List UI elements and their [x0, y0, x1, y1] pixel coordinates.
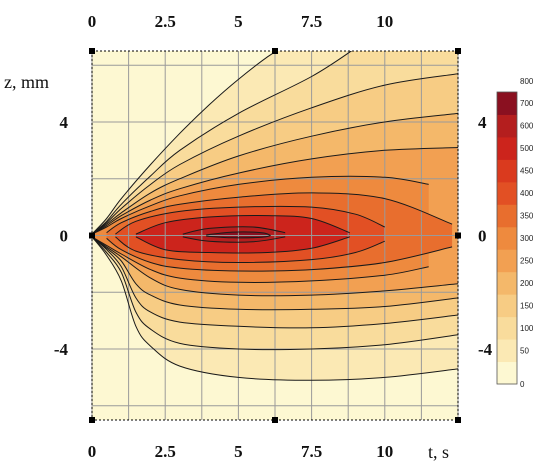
contour-line-350-upper	[106, 192, 453, 234]
colorbar-label: 300	[520, 234, 534, 243]
y-axis-label: z, mm	[4, 72, 49, 92]
x-tick-label-bottom: 0	[88, 442, 97, 461]
contour-line-300-upper	[92, 175, 429, 235]
frame-handle	[455, 417, 461, 423]
contour-line-150-upper	[92, 73, 458, 235]
x-tick-label-bottom: 2.5	[155, 442, 176, 461]
contour-line-100-upper	[92, 51, 353, 235]
colorbar-label: 250	[520, 256, 534, 265]
contour-line-400-lower	[115, 236, 385, 264]
colorbar-label: 50	[520, 346, 529, 355]
contour-line-600-upper	[182, 226, 286, 235]
contour-line-100-lower	[92, 236, 458, 351]
colorbar-swatch	[497, 136, 517, 160]
colorbar-swatch	[497, 226, 517, 250]
colorbar-swatch	[497, 271, 517, 295]
colorbar-label: 350	[520, 212, 534, 221]
colorbar-swatch	[497, 159, 517, 183]
colorbar-swatch	[497, 361, 517, 385]
contour-line-600-lower	[182, 236, 286, 243]
contour-line-700-lower	[206, 235, 271, 239]
contour-line-50-upper	[92, 51, 278, 235]
contour-line-500-lower	[135, 236, 350, 254]
x-tick-label-top: 10	[376, 12, 393, 31]
y-tick-label-right: -4	[478, 340, 493, 359]
contour-fills	[92, 51, 458, 420]
colorbar-swatch	[497, 339, 517, 363]
colorbar-label: 200	[520, 279, 534, 288]
x-tick-label-top: 7.5	[301, 12, 322, 31]
x-tick-label-bottom: 10	[376, 442, 393, 461]
frame-handle	[455, 232, 461, 239]
colorbar-label: 600	[520, 122, 534, 131]
contour-line-250-upper	[92, 147, 458, 235]
frame-handle	[455, 48, 461, 54]
contour-line-250-lower	[92, 236, 458, 297]
colorbar-swatch	[497, 114, 517, 138]
x-tick-label-top: 0	[88, 12, 97, 31]
colorbar: 0 50 100 150 200 250 300 350 400 450 500 600 700 800	[496, 77, 534, 389]
colorbar-label: 450	[520, 167, 534, 176]
tick-labels: 0 0 2.5 2.5 5 5 7.5 7.5 10 10 -4 -4 0 0 4 4	[54, 12, 493, 461]
contour-line-500-upper	[135, 215, 350, 235]
colorbar-swatch	[497, 181, 517, 205]
colorbar-border	[496, 91, 518, 385]
colorbar-swatch	[497, 294, 517, 318]
contour-line-400-upper	[115, 205, 385, 235]
plot-frame	[89, 48, 461, 423]
colorbar-swatch	[497, 92, 517, 115]
y-tick-label-right: 0	[478, 227, 487, 246]
y-tick-label-left: -4	[54, 340, 69, 359]
frame-handle	[89, 48, 95, 54]
x-tick-label-bottom: 7.5	[301, 442, 322, 461]
contour-line-200-lower	[92, 236, 458, 311]
colorbar-swatch	[497, 316, 517, 340]
contour-line-350-lower	[106, 237, 453, 272]
frame-handle	[89, 232, 95, 239]
y-tick-label-right: 4	[478, 113, 487, 132]
contour-line-300-lower	[92, 236, 429, 283]
contour-line-200-upper	[92, 112, 458, 235]
x-tick-label-top: 5	[234, 12, 243, 31]
colorbar-swatch	[497, 204, 517, 228]
colorbar-label: 500	[520, 144, 534, 153]
colorbar-swatch	[497, 249, 517, 273]
contour-line-50-lower	[92, 236, 458, 381]
contour-line-150-lower	[92, 236, 458, 329]
frame-handle	[272, 417, 278, 423]
colorbar-label: 800	[520, 77, 534, 86]
x-tick-label-bottom: 5	[234, 442, 243, 461]
contour-line-700-upper	[206, 231, 271, 236]
frame-handle	[272, 48, 278, 54]
x-axis-label: t, s	[428, 442, 449, 462]
colorbar-label: 100	[520, 324, 534, 333]
colorbar-label: 700	[520, 99, 534, 108]
y-tick-label-left: 4	[60, 113, 69, 132]
x-tick-label-top: 2.5	[155, 12, 176, 31]
frame-handle	[89, 417, 95, 423]
contour-lines	[92, 51, 458, 381]
y-tick-label-left: 0	[60, 227, 69, 246]
colorbar-label: 0	[520, 380, 525, 389]
colorbar-label: 400	[520, 189, 534, 198]
colorbar-label: 150	[520, 301, 534, 310]
